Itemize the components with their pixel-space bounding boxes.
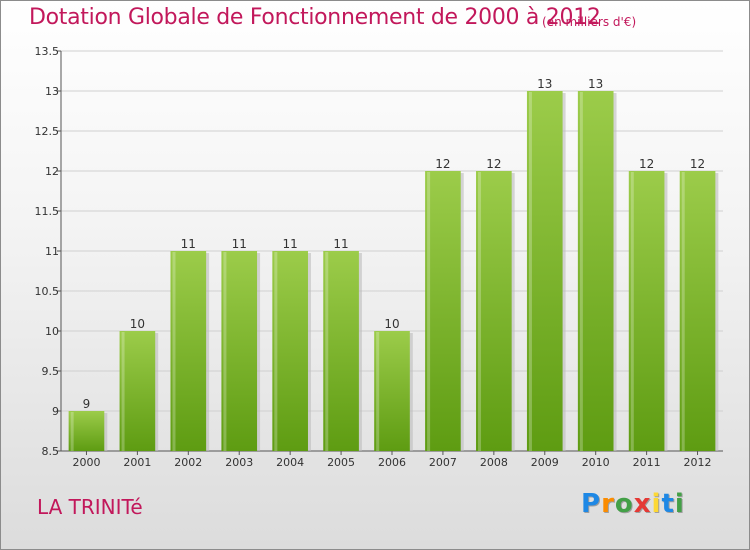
bar <box>272 251 308 451</box>
x-tick-label: 2012 <box>684 456 712 469</box>
logo-letter: x <box>633 489 652 519</box>
y-tick-label: 9.5 <box>42 365 60 378</box>
bar <box>526 91 563 451</box>
labels: 8.5 9 9.5 10 10.5 11 11.5 12 12.5 13 13.5 9 2000 10 20… <box>35 45 712 469</box>
bar-highlight <box>121 332 125 451</box>
y-tick-label: 12 <box>45 165 59 178</box>
bar <box>425 171 461 451</box>
x-tick-label: 2004 <box>276 456 304 469</box>
logo-letter: o <box>614 489 634 519</box>
x-tick-label: 2000 <box>72 456 100 469</box>
bar-highlight <box>579 92 583 451</box>
y-tick-label: 13 <box>45 85 59 98</box>
data-label: 12 <box>639 157 654 171</box>
commune-name: LA TRINITé <box>37 495 143 519</box>
bar <box>323 251 359 451</box>
x-tick-label: 2008 <box>480 456 508 469</box>
data-label: 13 <box>537 77 552 91</box>
data-label: 12 <box>486 157 501 171</box>
data-label: 11 <box>232 237 247 251</box>
data-label: 12 <box>690 157 705 171</box>
bar-highlight <box>325 252 329 451</box>
x-tick-label: 2007 <box>429 456 457 469</box>
bar <box>577 91 614 451</box>
bar-highlight <box>274 252 278 451</box>
x-tick-label: 2011 <box>633 456 661 469</box>
bar-highlight <box>70 412 74 451</box>
bar <box>628 171 665 451</box>
data-label: 10 <box>384 317 399 331</box>
bar-highlight <box>427 172 431 451</box>
logo-letter: i <box>651 489 662 519</box>
bar-highlight <box>223 252 227 451</box>
logo-letter: P <box>581 489 602 519</box>
x-tick-label: 2001 <box>123 456 151 469</box>
x-tick-label: 2003 <box>225 456 253 469</box>
bar-highlight <box>376 332 380 451</box>
y-tick-label: 11.5 <box>35 205 60 218</box>
bar <box>679 171 716 451</box>
data-label: 12 <box>435 157 450 171</box>
y-tick-label: 10 <box>45 325 59 338</box>
data-label: 11 <box>181 237 196 251</box>
y-tick-label: 8.5 <box>42 445 60 458</box>
y-tick-label: 11 <box>45 245 59 258</box>
data-label: 11 <box>333 237 348 251</box>
x-tick-label: 2002 <box>174 456 202 469</box>
chart-subtitle: (en milliers d'€) <box>542 15 637 29</box>
logo-letter: t <box>661 489 675 519</box>
y-tick-label: 13.5 <box>35 45 60 58</box>
y-tick-label: 9 <box>52 405 59 418</box>
bar-highlight <box>681 172 685 451</box>
data-label: 10 <box>130 317 145 331</box>
bar <box>68 411 105 451</box>
y-tick-label: 10.5 <box>35 285 60 298</box>
logo-letter: i <box>674 489 685 519</box>
bar <box>374 331 410 451</box>
x-tick-label: 2009 <box>531 456 559 469</box>
bar-highlight <box>630 172 634 451</box>
bar <box>119 331 156 451</box>
y-tick-label: 12.5 <box>35 125 60 138</box>
data-label: 11 <box>283 237 298 251</box>
bar-highlight <box>528 92 532 451</box>
bars <box>68 91 719 451</box>
x-tick-label: 2010 <box>582 456 610 469</box>
x-tick-label: 2006 <box>378 456 406 469</box>
bar <box>221 251 258 451</box>
x-tick-label: 2005 <box>327 456 355 469</box>
bar <box>476 171 512 451</box>
logo-letter: r <box>601 489 615 519</box>
proxiti-logo: Proxiti <box>581 489 685 519</box>
bar <box>170 251 207 451</box>
bar-highlight <box>172 252 176 451</box>
data-label: 9 <box>83 397 91 411</box>
data-label: 13 <box>588 77 603 91</box>
chart-title: Dotation Globale de Fonctionnement de 20… <box>29 5 601 30</box>
bar-highlight <box>478 172 482 451</box>
